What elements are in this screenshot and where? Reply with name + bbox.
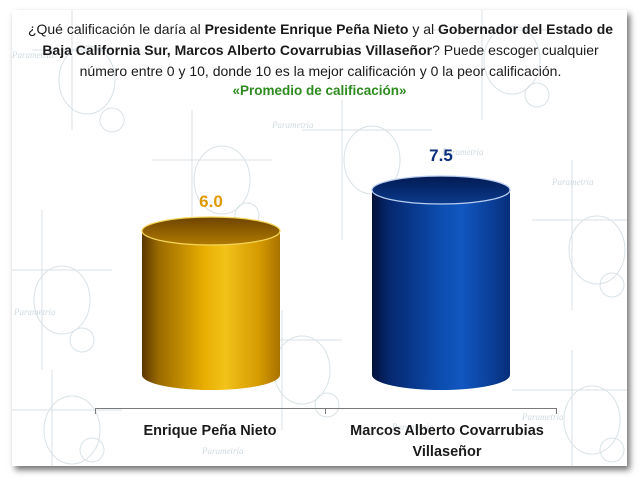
svg-text:Parametría: Parametría <box>441 147 484 157</box>
value-label-pena-nieto: 6.0 <box>199 192 223 211</box>
category-label-covarrubias: Marcos Alberto Covarrubias Villaseñor <box>332 421 562 463</box>
svg-text:Parametría: Parametría <box>391 422 434 432</box>
chart-subtitle: «Promedio de calificación» <box>232 83 407 98</box>
x-axis <box>95 408 557 409</box>
svg-text:Parametría: Parametría <box>201 446 244 456</box>
question-text: ? Puede escoger cualquier número entre 0… <box>79 42 599 79</box>
svg-text:Parametría: Parametría <box>521 412 564 422</box>
x-axis-tick <box>556 408 557 414</box>
question-text: ¿Qué calificación le daría al <box>27 21 205 37</box>
category-label-line: Enrique Peña Nieto <box>143 423 277 439</box>
svg-text:Parametría: Parametría <box>271 120 314 130</box>
value-label-covarrubias: 7.5 <box>429 146 453 165</box>
chart-card: Parametría Parametría Parametría Paramet… <box>12 10 627 466</box>
survey-question: ¿Qué calificación le daría al Presidente… <box>22 19 619 82</box>
bar-pena-nieto <box>141 216 281 390</box>
svg-text:Parametría: Parametría <box>12 50 54 60</box>
svg-text:Parametría: Parametría <box>551 177 594 187</box>
svg-text:Parametría: Parametría <box>13 307 56 317</box>
question-bold-president: Presidente Enrique Peña Nieto <box>204 21 409 37</box>
x-axis-tick <box>325 408 326 414</box>
category-label-line: Marcos Alberto Covarrubias <box>350 423 544 439</box>
bar-covarrubias <box>371 175 511 390</box>
category-label-pena-nieto: Enrique Peña Nieto <box>110 421 310 442</box>
question-bold-governor: Gobernador del Estado de Baja California… <box>42 21 614 58</box>
x-axis-tick <box>95 408 96 414</box>
category-label-line: Villaseñor <box>412 444 482 460</box>
question-text: y al <box>408 21 439 37</box>
